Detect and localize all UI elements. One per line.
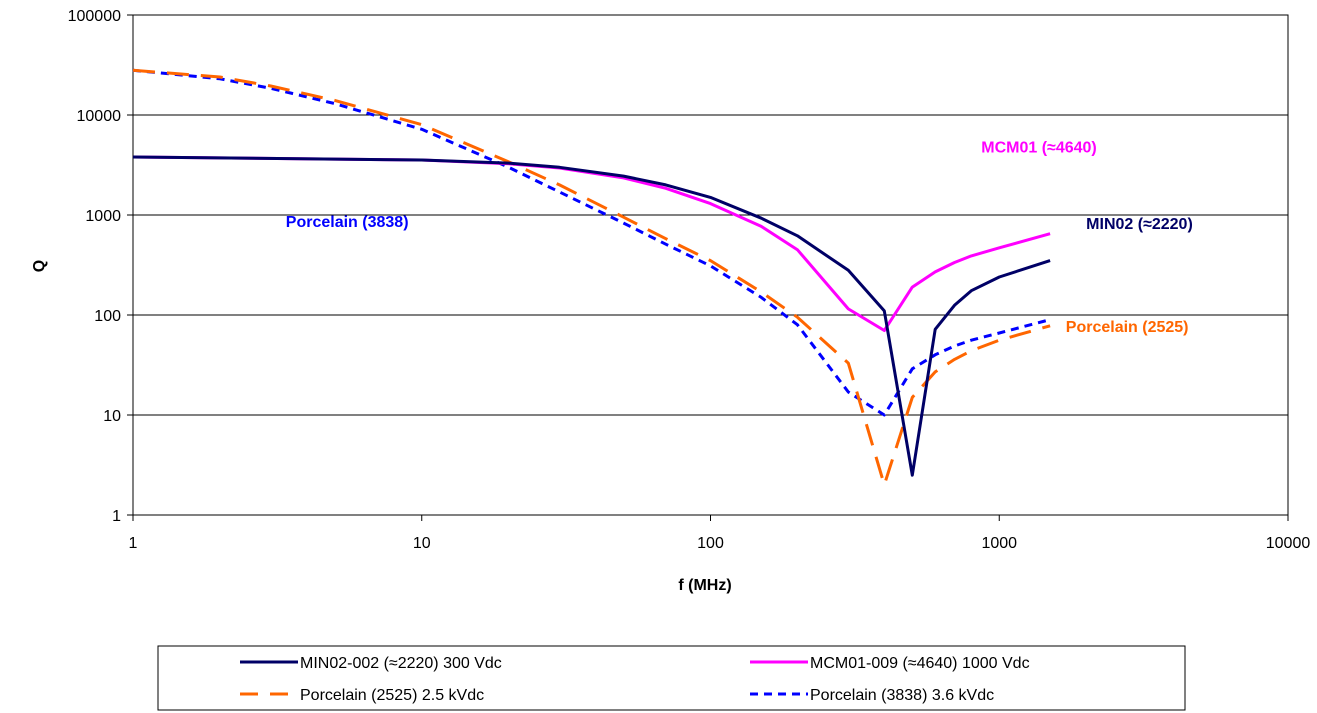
annotation-label: Porcelain (2525) <box>1066 319 1189 336</box>
y-tick-label: 10 <box>103 408 121 425</box>
legend-label-3: Porcelain (2525) 2.5 kVdc <box>300 687 484 704</box>
y-tick-label: 100 <box>94 308 121 325</box>
y-tick-label: 100000 <box>68 8 121 25</box>
legend-label-4: Porcelain (3838) 3.6 kVdc <box>810 687 994 704</box>
annotation-label: MCM01 (≈4640) <box>981 139 1096 156</box>
annotation-label: MIN02 (≈2220) <box>1086 216 1193 233</box>
series-line-2 <box>132 155 1051 332</box>
x-tick-label: 1 <box>129 535 138 552</box>
y-tick-label: 10000 <box>77 108 122 125</box>
x-tick-label: 10 <box>413 535 431 552</box>
x-tick-label: 100 <box>697 535 724 552</box>
gridlines <box>133 14 1288 516</box>
y-tick-label: 1 <box>112 508 121 525</box>
legend-label-1: MIN02-002 (≈2220) 300 Vdc <box>300 655 502 672</box>
x-axis-title: f (MHz) <box>678 577 731 594</box>
series-line-1 <box>132 155 1051 477</box>
y-axis-title: Q <box>31 260 48 272</box>
annotation-label: Porcelain (3838) <box>286 214 409 231</box>
plot-area <box>132 14 1289 516</box>
axis-ticks: 1 10 100 1000 10000 100000 1 10 100 1000 10000 <box>68 8 1311 552</box>
series-line-4 <box>132 68 1051 417</box>
y-tick-label: 1000 <box>85 208 121 225</box>
series-line-3 <box>132 68 1051 487</box>
series-lines <box>132 68 1051 487</box>
x-tick-label: 1000 <box>981 535 1017 552</box>
x-tick-label: 10000 <box>1266 535 1311 552</box>
legend-box <box>157 645 1186 711</box>
annotations: MCM01 (≈4640) MIN02 (≈2220) Porcelain (383… <box>286 139 1193 335</box>
legend-label-2: MCM01-009 (≈4640) 1000 Vdc <box>810 655 1030 672</box>
legend: MIN02-002 (≈2220) 300 Vdc MCM01-009 (≈464… <box>157 645 1186 711</box>
